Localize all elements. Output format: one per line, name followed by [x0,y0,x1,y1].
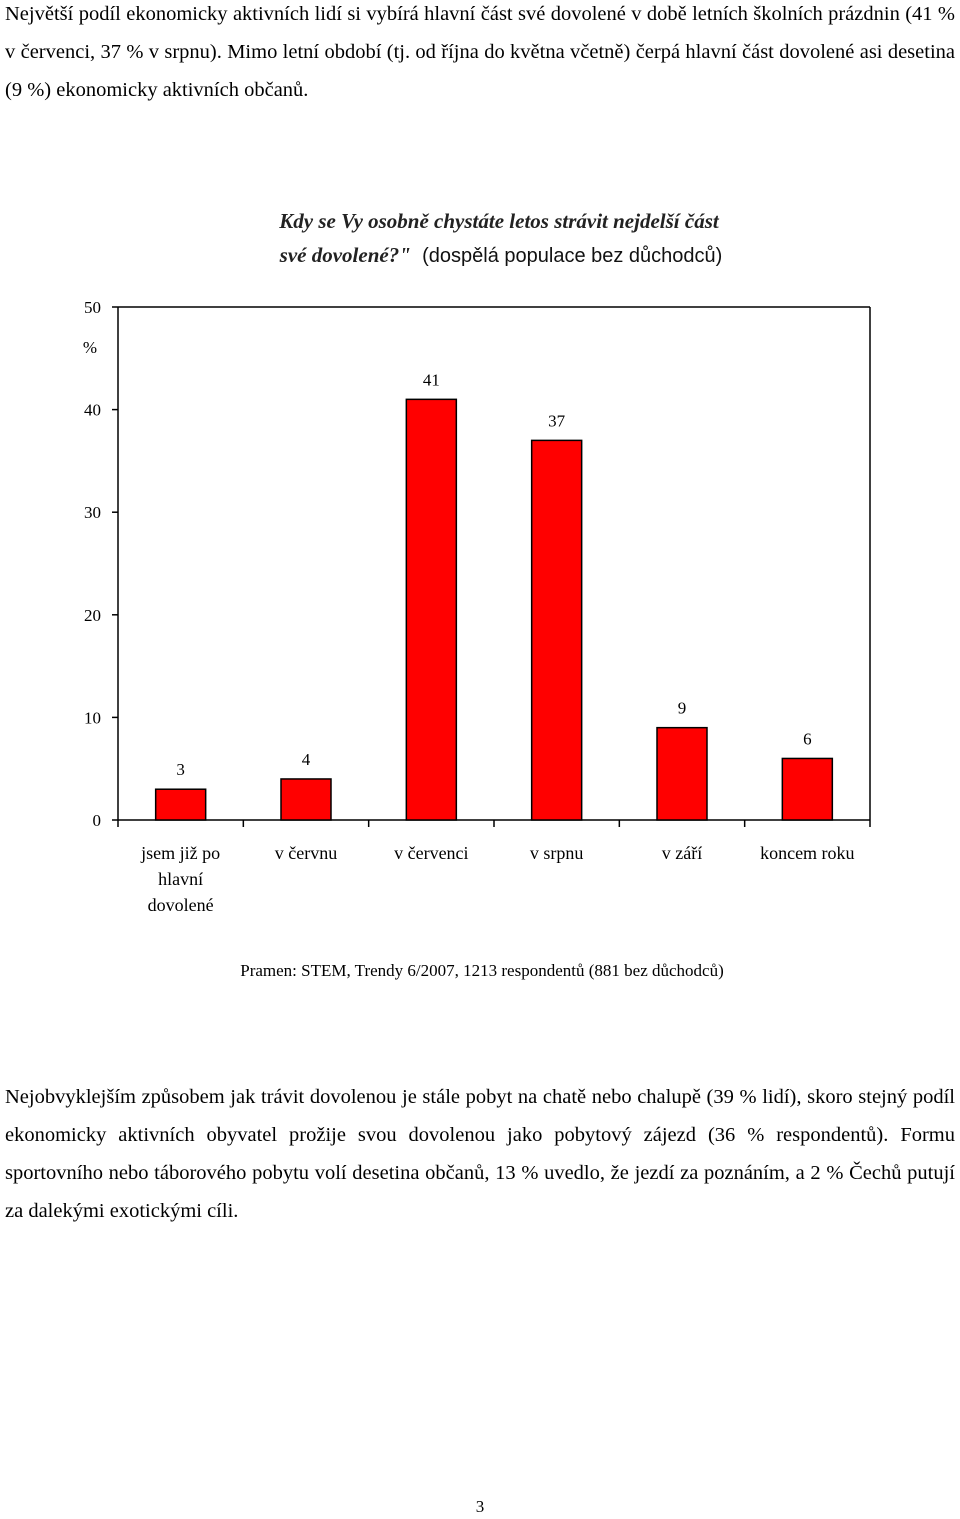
bar [405,398,458,821]
y-tick-label: 10 [84,708,101,727]
bar-value-label: 4 [302,750,311,769]
chart-subtitle: (dospělá populace bez důchodců) [422,245,722,267]
y-tick-label: 0 [93,811,102,830]
chart-title-italic: své dovolené?" [279,243,411,267]
bar-value-label: 37 [548,411,566,430]
x-category-label: v červenci [394,843,468,863]
bar [781,757,834,821]
bar-value-label: 6 [803,729,812,748]
page-number: 3 [475,1497,485,1516]
chart-bars: 3 4 41 37 9 6 [154,370,834,821]
bar-value-label: 3 [176,760,185,779]
bar [656,726,708,821]
bar [154,788,207,821]
x-category-label: v září [662,843,702,863]
bar [530,439,583,821]
bar [280,778,332,821]
bar-value-label: 9 [678,699,687,718]
bar-value-label: 41 [423,370,440,389]
x-category-label: jsem již po hlavní dovolené [140,843,220,915]
chart-source: Pramen: STEM, Trendy 6/2007, 1213 respon… [240,961,724,980]
body-paragraph: Nejobvyklejším způsobem jak trávit dovol… [5,1086,955,1222]
chart-title-line1: Kdy se Vy osobně chystáte letos strávit … [278,209,720,233]
x-category-label: v červnu [275,843,337,863]
y-tick-label: 20 [84,606,101,625]
vacation-timing-chart: Kdy se Vy osobně chystáte letos strávit … [83,209,871,980]
y-tick-label: 30 [84,503,101,522]
y-tick-label: 40 [84,401,101,420]
chart-title-line2: své dovolené?" (dospělá populace bez důc… [279,243,723,267]
x-category-label: koncem roku [760,843,854,863]
y-tick-label: 50 [84,298,101,317]
y-axis-unit: % [83,338,97,357]
chart-axes: 0 10 20 30 40 50 jsem již po hlavní dovolené v če… [84,298,871,915]
intro-paragraph: Největší podíl ekonomicky aktivních lidí… [5,3,955,101]
x-category-label: v srpnu [530,843,584,863]
